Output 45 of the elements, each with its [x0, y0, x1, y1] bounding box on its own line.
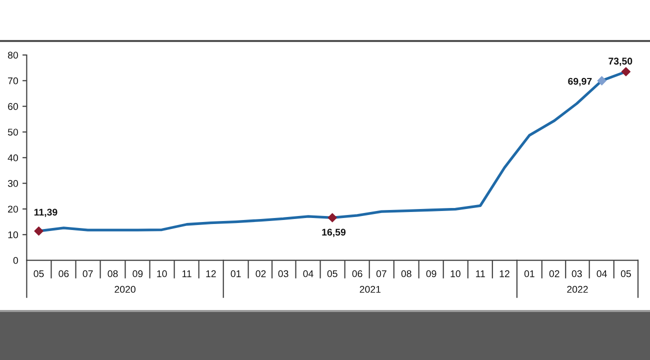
x-tick-label: 12 [500, 270, 510, 278]
x-tick-label: 06 [58, 270, 69, 278]
y-tick-label: 20 [8, 206, 18, 213]
data-label: 73,50 [608, 58, 632, 66]
x-tick-label: 03 [278, 270, 288, 278]
x-tick-label: 01 [524, 270, 534, 278]
x-tick-label: 02 [256, 270, 266, 278]
y-tick-label: 70 [8, 77, 18, 84]
x-tick-label: 05 [620, 270, 631, 278]
y-tick-label: 0 [13, 257, 18, 264]
x-tick-label: 10 [450, 270, 460, 278]
y-tick-label: 80 [8, 52, 18, 59]
point [621, 67, 631, 76]
point [597, 76, 606, 86]
y-tick-label: 10 [8, 231, 18, 238]
point [34, 226, 44, 236]
y-tick-label: 40 [8, 154, 18, 162]
point [328, 213, 337, 222]
data-label: 69,97 [568, 78, 592, 86]
x-tick-label: 01 [230, 270, 241, 278]
x-tick-label: 11 [182, 270, 192, 278]
x-tick-label: 05 [327, 270, 338, 278]
x-tick-label: 03 [572, 270, 582, 278]
x-tick-label: 10 [157, 270, 167, 278]
x-tick-label: 07 [376, 270, 386, 278]
y-tick-label: 60 [8, 103, 18, 110]
data-label: 16,59 [322, 228, 346, 238]
y-tick-label: 50 [8, 128, 18, 136]
x-tick-label: 06 [352, 270, 362, 278]
data-label: 11,39 [34, 208, 58, 218]
text: 2022 [567, 286, 588, 293]
x-tick-label: 09 [132, 270, 143, 278]
text: 2021 [360, 286, 380, 293]
y-tick-label: 30 [8, 180, 18, 187]
x-tick-label: 04 [596, 270, 607, 278]
x-tick-label: 04 [303, 270, 314, 278]
x-tick-label: 07 [82, 270, 93, 278]
x-tick-label: 05 [34, 270, 44, 278]
x-tick-label: 08 [401, 270, 412, 278]
x-tick-label: 08 [108, 270, 118, 278]
x-tick-label: 02 [549, 270, 560, 278]
x-tick-label: 09 [426, 270, 436, 278]
text: 2020 [114, 286, 136, 293]
x-tick-label: 12 [206, 270, 216, 278]
x-tick-label: 11 [476, 270, 485, 278]
